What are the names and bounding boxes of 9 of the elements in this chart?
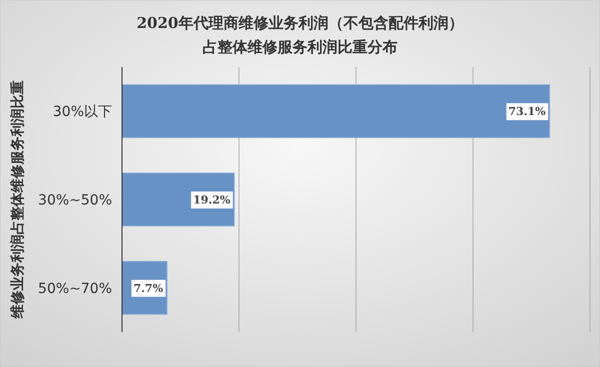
data-label: 73.1% bbox=[508, 105, 546, 118]
y-tick-label: 30%以下 bbox=[52, 104, 112, 120]
data-label: 7.7% bbox=[133, 282, 164, 295]
chart-title: 2020年代理商维修业务利润（不包含配件利润） bbox=[136, 14, 464, 32]
y-tick-label: 30%~50% bbox=[38, 192, 112, 208]
y-tick-label: 50%~70% bbox=[38, 280, 112, 297]
chart-subtitle: 占整体维修服务利润比重分布 bbox=[202, 38, 398, 56]
data-label: 19.2% bbox=[193, 194, 231, 206]
y-axis-title: 维修业务利润占整体维修服务利润比重 bbox=[9, 80, 26, 320]
